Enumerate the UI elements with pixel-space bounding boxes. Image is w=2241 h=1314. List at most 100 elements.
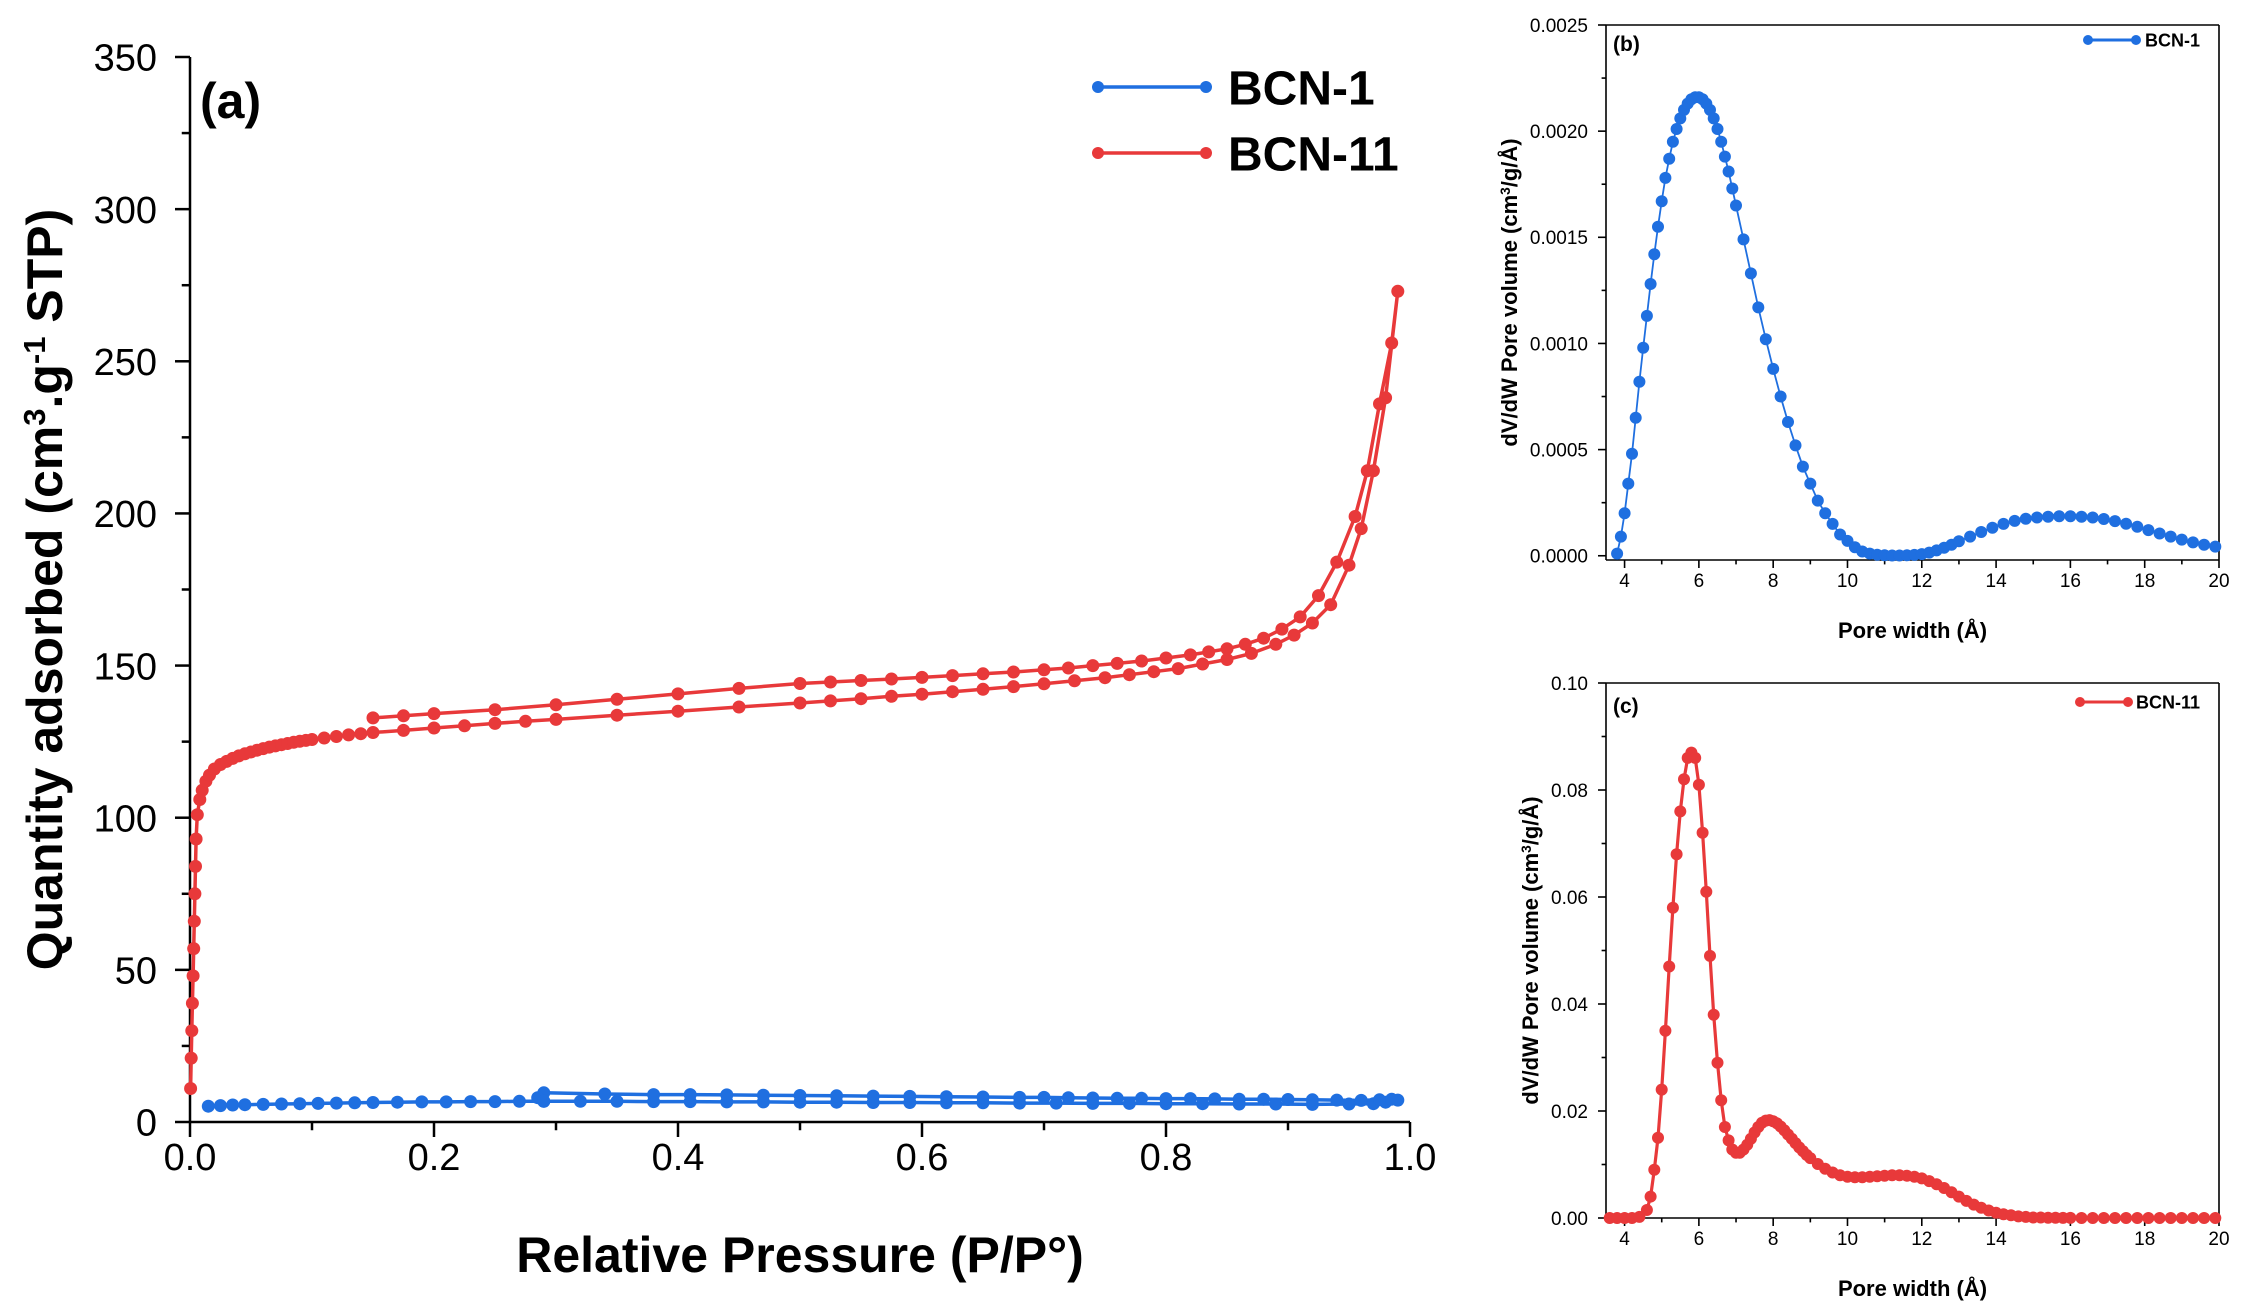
data-point [976, 667, 990, 681]
data-point [2209, 1212, 2222, 1224]
legend-label: BCN-1 [1228, 62, 1375, 115]
x-tick-label: 6 [1694, 571, 1705, 592]
panel-label: (c) [1613, 695, 1639, 718]
data-point [1648, 248, 1661, 261]
x-tick-label: 14 [1986, 1229, 2008, 1250]
data-point [1208, 1092, 1222, 1106]
data-point [488, 1095, 502, 1109]
x-axis-label: Relative Pressure (P/P°) [516, 1227, 1083, 1283]
data-point [1122, 1096, 1136, 1110]
data-point [185, 1024, 199, 1038]
data-point [1670, 848, 1683, 861]
data-point [1666, 901, 1679, 914]
data-point [366, 711, 380, 725]
data-point [366, 726, 380, 739]
data-point [1759, 333, 1772, 346]
data-point [1232, 1092, 1246, 1106]
data-point [2109, 1212, 2121, 1224]
x-tick-label: 16 [2060, 571, 2081, 592]
y-tick-label: 250 [94, 342, 157, 384]
data-point [512, 1094, 526, 1108]
data-point [1183, 1092, 1197, 1106]
data-point [1640, 309, 1653, 322]
data-point [1674, 805, 1687, 818]
data-point [1826, 517, 1839, 530]
data-point [1385, 336, 1399, 350]
data-point [1952, 535, 1965, 548]
data-point [866, 1089, 880, 1103]
data-point [1707, 1008, 1720, 1021]
data-point [885, 672, 898, 686]
data-point [946, 669, 959, 683]
data-point [1644, 278, 1657, 290]
data-point [2042, 510, 2055, 523]
data-point [1348, 510, 1362, 523]
x-tick-label: 0.8 [1140, 1137, 1193, 1179]
data-point [2008, 514, 2021, 527]
data-point [397, 723, 410, 737]
data-point [1061, 661, 1075, 675]
data-point [1287, 628, 1301, 642]
data-point [1670, 123, 1683, 135]
data-point [2175, 1212, 2188, 1224]
data-point [1086, 1091, 1100, 1105]
data-point [1037, 1090, 1051, 1104]
data-point [1655, 1083, 1668, 1096]
data-point [2086, 1212, 2099, 1224]
legend-marker [1200, 147, 1212, 159]
data-point [275, 1097, 288, 1111]
x-tick-label: 18 [2134, 571, 2155, 592]
x-tick-label: 14 [1986, 571, 2008, 592]
data-point [464, 1095, 478, 1109]
data-point [2064, 510, 2077, 523]
data-point [1618, 507, 1631, 520]
data-point [1715, 1094, 1728, 1107]
y-tick-label: 0.10 [1551, 674, 1588, 695]
data-point [1804, 477, 1817, 490]
data-point [1330, 1093, 1344, 1107]
y-tick-label: 0.08 [1551, 781, 1588, 802]
legend-label: BCN-11 [1228, 128, 1399, 181]
data-point [1244, 646, 1258, 660]
data-point [427, 707, 441, 721]
data-point [2120, 1212, 2133, 1224]
data-point [1718, 1121, 1731, 1133]
y-tick-label: 100 [94, 798, 157, 840]
data-point [1718, 150, 1731, 163]
data-point [976, 1090, 990, 1104]
data-point [214, 1099, 227, 1113]
data-point [1700, 885, 1713, 898]
data-point [186, 969, 200, 983]
data-point [610, 692, 624, 706]
data-point [1135, 1091, 1149, 1105]
data-point [397, 709, 410, 723]
data-point [1159, 651, 1173, 665]
data-point [1385, 1092, 1399, 1106]
data-point [1737, 233, 1750, 246]
data-point [1652, 1131, 1664, 1144]
data-point [2153, 527, 2166, 540]
x-tick-label: 8 [1768, 1229, 1779, 1250]
data-point [427, 721, 441, 735]
legend-label: BCN-11 [2136, 692, 2200, 712]
data-point [610, 1094, 624, 1108]
data-point [1220, 642, 1234, 656]
data-point [1663, 152, 1676, 165]
data-point [1644, 1190, 1657, 1203]
series-line-bcn-11 [1609, 750, 2216, 1220]
legend-marker [1092, 147, 1104, 159]
data-point [185, 996, 199, 1010]
chart-panel-2: 4 6 8 10 12 14 16 18 20 0.00 0.02 0.04 0.06 0.08 0.10 P… [1517, 674, 2230, 1301]
data-point [793, 1089, 807, 1102]
data-point [1110, 656, 1124, 670]
x-tick-label: 6 [1694, 1229, 1705, 1250]
x-tick-label: 1.0 [1384, 1137, 1437, 1179]
data-point [1257, 631, 1271, 645]
x-tick-label: 0.2 [408, 1137, 461, 1179]
data-point [2187, 1212, 2199, 1224]
data-point [683, 1088, 697, 1102]
data-point [854, 674, 868, 687]
data-point [1013, 1090, 1027, 1104]
data-point [190, 808, 204, 822]
data-point [1196, 657, 1210, 671]
